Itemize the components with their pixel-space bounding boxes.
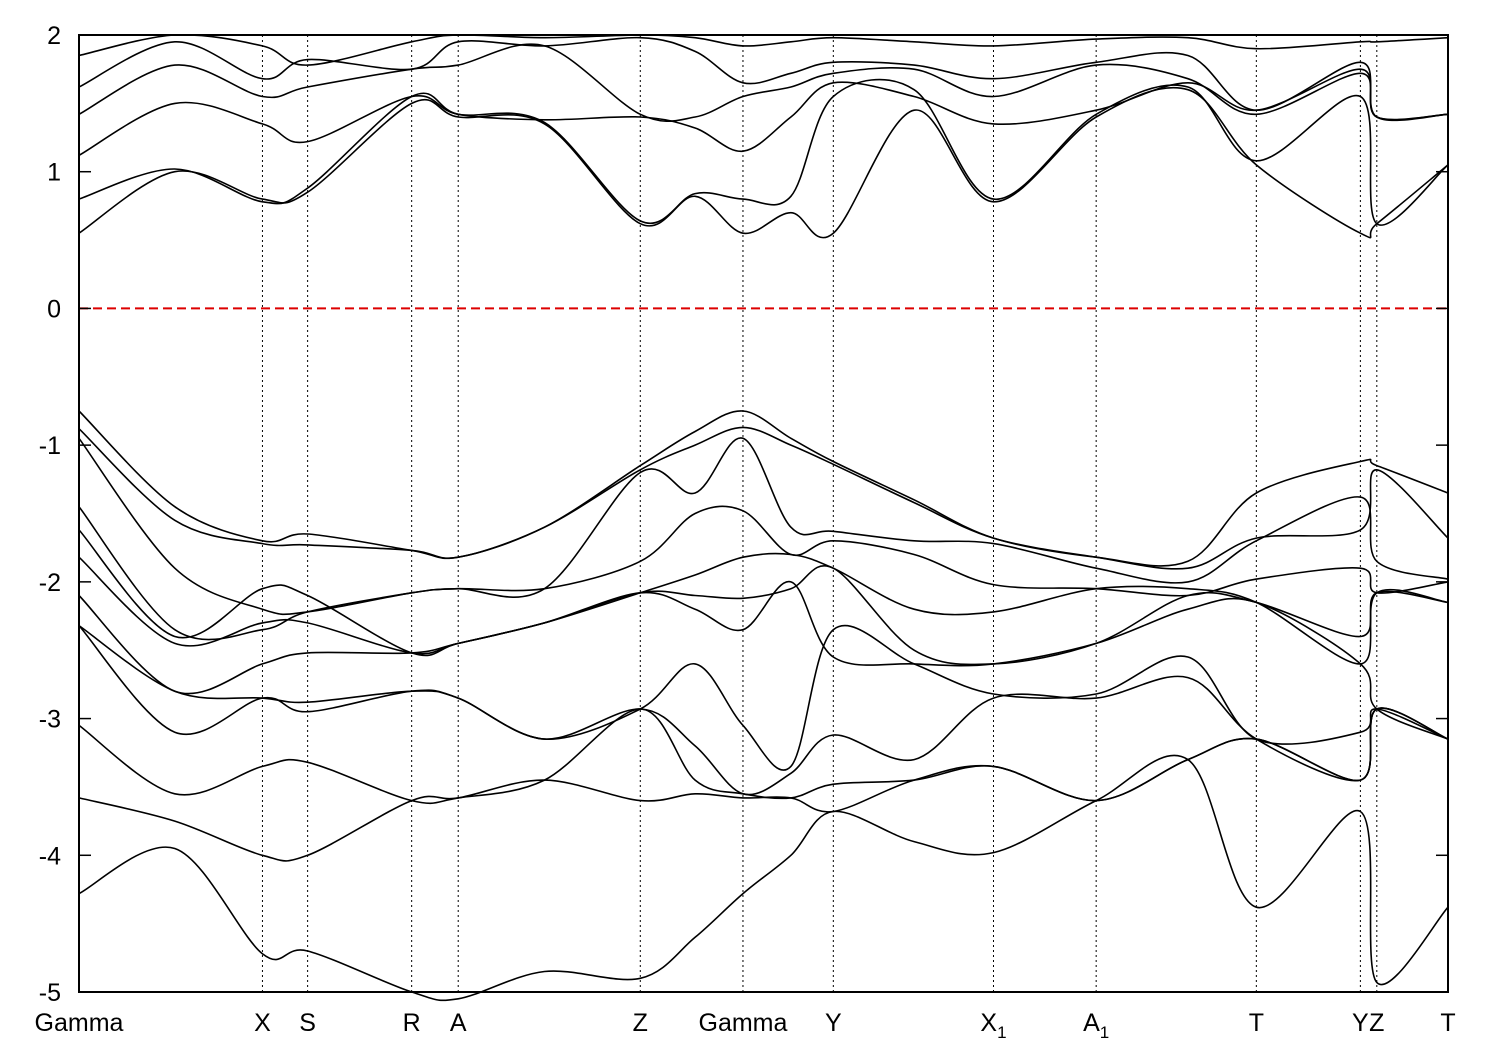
band-line — [78, 86, 1449, 239]
x-tick-label: Y — [825, 1009, 842, 1037]
x-tick-label: X — [254, 1009, 271, 1037]
x-tick-label: A1 — [1083, 1009, 1109, 1042]
x-tick-label: Gamma — [35, 1009, 124, 1037]
y-tick-label: 2 — [47, 22, 61, 50]
band-line — [78, 707, 1449, 805]
y-tick-label: 0 — [47, 295, 61, 323]
y-tick-label: -3 — [39, 706, 61, 734]
band-line — [78, 707, 1449, 862]
band-line — [78, 556, 1449, 666]
band-line — [78, 36, 1449, 122]
x-tick-label: A — [450, 1009, 467, 1037]
band-line — [78, 625, 1449, 796]
band-line — [78, 426, 1449, 570]
band-line — [78, 78, 1449, 226]
band-line — [78, 33, 1449, 66]
band-line — [78, 437, 1449, 616]
kpoint-grid-lines — [261, 35, 1378, 992]
plot-frame — [78, 34, 1449, 993]
x-tick-label: R — [403, 1009, 421, 1037]
x-tick-label: T — [1249, 1009, 1264, 1037]
y-tick-label: -2 — [39, 569, 61, 597]
x-axis: Gamma X S R A Z Gamma Y X1 A1 T Y Z T — [35, 1009, 1456, 1042]
y-axis: -5 -4 -3 -2 -1 0 1 2 — [39, 22, 1448, 1007]
band-line — [78, 754, 1449, 1002]
x-tick-label: Y — [1352, 1009, 1369, 1037]
x-tick-label: Gamma — [699, 1009, 788, 1037]
band-line — [78, 624, 1449, 771]
y-tick-label: -4 — [39, 842, 61, 870]
x-tick-label: S — [299, 1009, 316, 1037]
bands-layer — [78, 33, 1449, 1002]
y-tick-label: -1 — [39, 432, 61, 460]
y-tick-label: -5 — [39, 979, 61, 1007]
band-line — [78, 581, 1449, 740]
x-tick-label: Z — [633, 1009, 648, 1037]
x-tick-label: T — [1440, 1009, 1455, 1037]
band-line — [78, 410, 1449, 567]
x-tick-label: Z — [1369, 1009, 1384, 1037]
x-tick-label: X1 — [980, 1009, 1006, 1042]
band-line — [78, 43, 1449, 122]
y-tick-label: 1 — [47, 159, 61, 187]
band-line — [78, 505, 1449, 641]
band-line — [78, 529, 1449, 665]
